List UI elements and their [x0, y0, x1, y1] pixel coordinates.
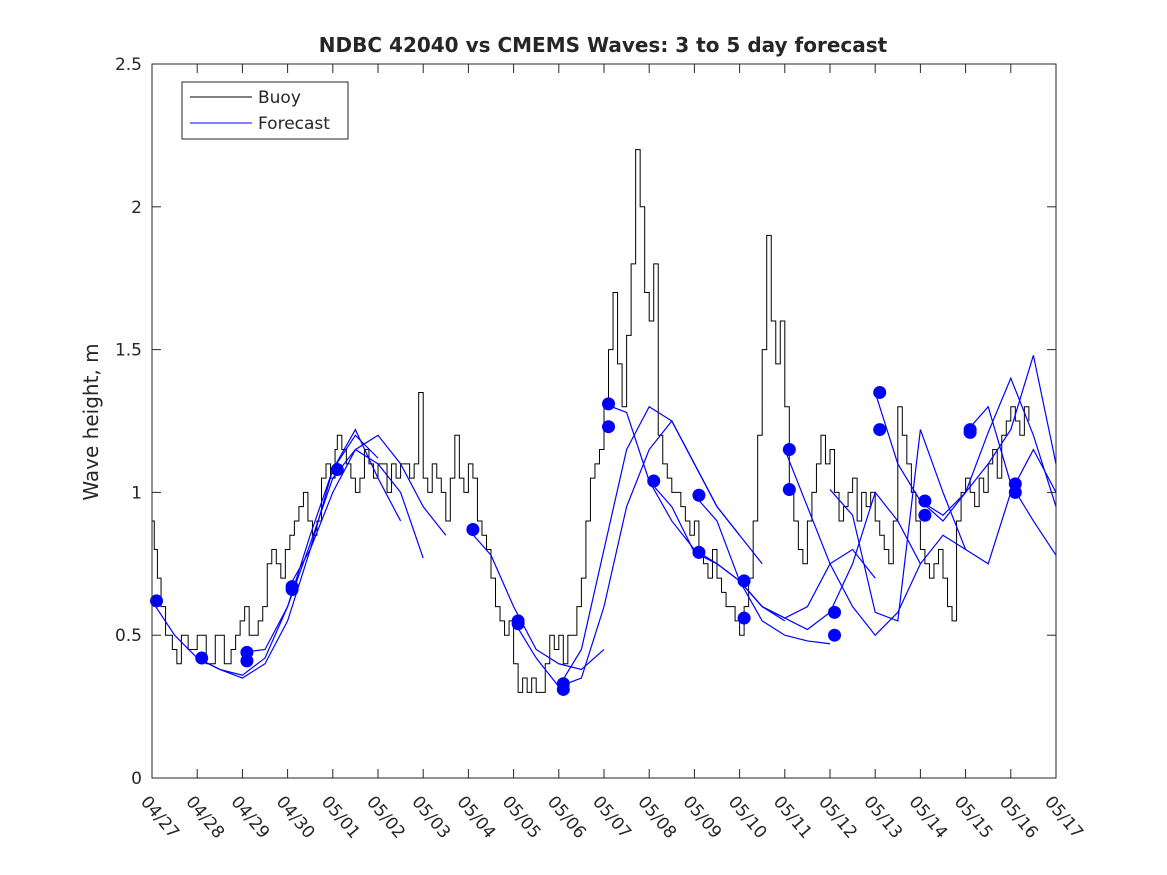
- forecast-start-point: [918, 494, 932, 508]
- forecast-start-point: [602, 397, 616, 411]
- forecast-start-point: [150, 594, 164, 608]
- forecast-start-point: [873, 385, 887, 399]
- forecast-start-point: [782, 443, 796, 457]
- forecast-start-point: [963, 423, 977, 437]
- forecast-run-line-12: [784, 449, 966, 637]
- legend: Buoy Forecast: [181, 81, 349, 140]
- legend-label-forecast: Forecast: [258, 114, 330, 134]
- y-tick-label: 1: [131, 483, 142, 503]
- forecast-run-line-7: [558, 405, 763, 687]
- y-tick-label: 0: [131, 769, 142, 789]
- forecast-start-point: [828, 628, 842, 642]
- forecast-run-line-5: [467, 529, 605, 671]
- y-axis-label: Wave height, m: [79, 343, 103, 500]
- forecast-run-line-4: [287, 428, 402, 590]
- forecast-start-point: [873, 423, 887, 437]
- chart-title: NDBC 42040 vs CMEMS Waves: 3 to 5 day fo…: [319, 33, 888, 57]
- forecast-run-line-3: [242, 434, 379, 653]
- forecast-start-point: [1008, 485, 1022, 499]
- forecast-start-point: [647, 474, 661, 488]
- forecast-start-point: [195, 651, 209, 665]
- y-tick-label: 0.5: [115, 626, 142, 646]
- forecast-start-point: [556, 682, 570, 696]
- forecast-start-point: [602, 420, 616, 434]
- y-tick-label: 1.5: [115, 341, 142, 361]
- forecast-start-point: [692, 545, 706, 559]
- legend-label-buoy: Buoy: [258, 88, 301, 108]
- forecast-start-point: [828, 605, 842, 619]
- forecast-start-point: [466, 523, 480, 537]
- legend-box: [181, 81, 349, 140]
- y-tick-label: 2.5: [115, 55, 142, 75]
- forecast-start-point: [285, 583, 299, 597]
- forecast-start-point: [692, 488, 706, 502]
- forecast-run-line-2: [196, 448, 424, 676]
- forecast-start-point: [240, 654, 254, 668]
- forecast-start-point: [737, 611, 751, 625]
- forecast-start-point: [918, 508, 932, 522]
- y-tick-label: 2: [131, 198, 142, 218]
- forecast-run-line-15: [920, 376, 1057, 522]
- forecast-start-point: [330, 463, 344, 477]
- series-layer: [150, 149, 1057, 696]
- forecast-start-point: [782, 483, 796, 497]
- forecast-start-point: [511, 617, 525, 631]
- forecast-start-point: [737, 574, 751, 588]
